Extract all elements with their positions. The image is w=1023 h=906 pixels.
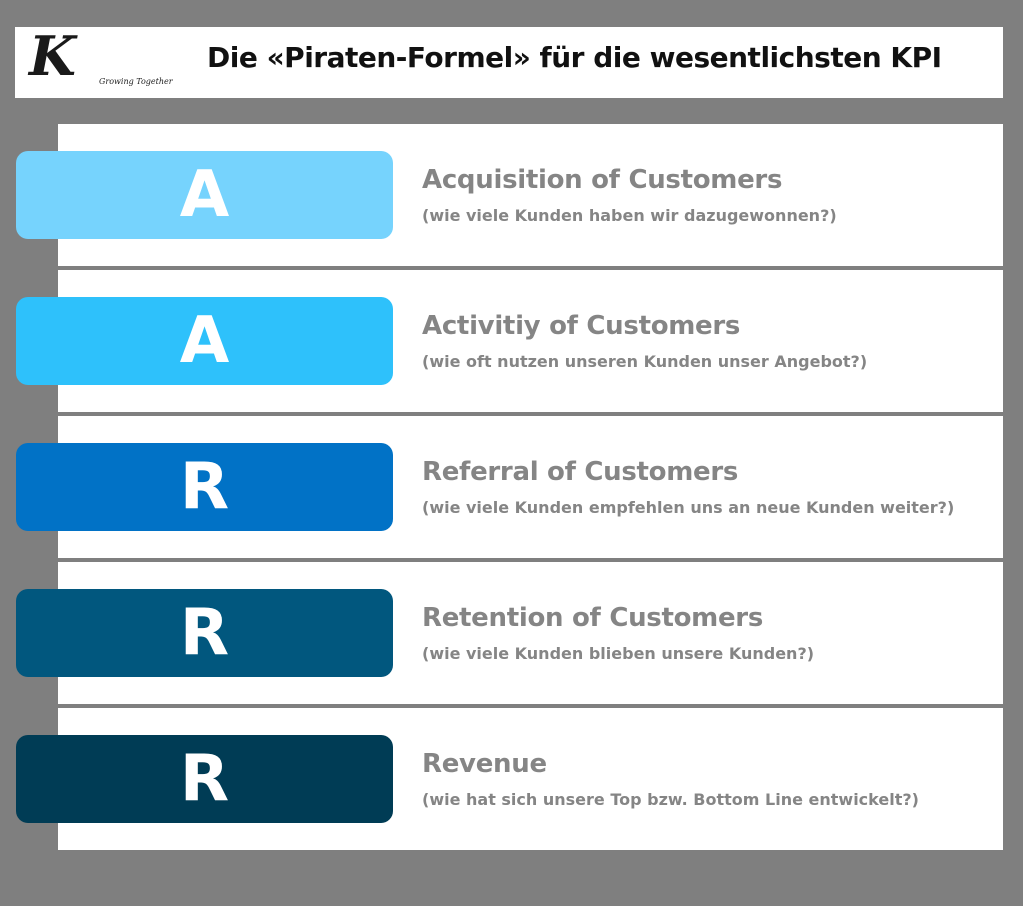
row-title-revenue: Revenue [422, 749, 547, 779]
row-title-activity: Activitiy of Customers [422, 311, 741, 341]
row-subtitle-referral: (wie viele Kunden empfehlen uns an neue … [422, 498, 955, 517]
letter-badge-referral: R [16, 443, 393, 531]
letter-badge-revenue: R [16, 735, 393, 823]
logo: K Growing Together [29, 29, 189, 93]
header-bar: K Growing Together Die «Piraten-Formel» … [15, 27, 1003, 98]
page-title: Die «Piraten-Formel» für die wesentlichs… [207, 41, 942, 74]
letter-badge-retention: R [16, 589, 393, 677]
logo-letter: K [29, 24, 76, 88]
letter-badge-acquisition: A [16, 151, 393, 239]
row-subtitle-activity: (wie oft nutzen unseren Kunden unser Ang… [422, 352, 868, 371]
row-subtitle-retention: (wie viele Kunden blieben unsere Kunden?… [422, 644, 815, 663]
logo-tagline: Growing Together [99, 77, 173, 86]
row-title-referral: Referral of Customers [422, 457, 739, 487]
row-title-acquisition: Acquisition of Customers [422, 165, 783, 195]
row-title-retention: Retention of Customers [422, 603, 763, 633]
row-subtitle-acquisition: (wie viele Kunden haben wir dazugewonnen… [422, 206, 837, 225]
row-subtitle-revenue: (wie hat sich unsere Top bzw. Bottom Lin… [422, 790, 919, 809]
letter-badge-activity: A [16, 297, 393, 385]
